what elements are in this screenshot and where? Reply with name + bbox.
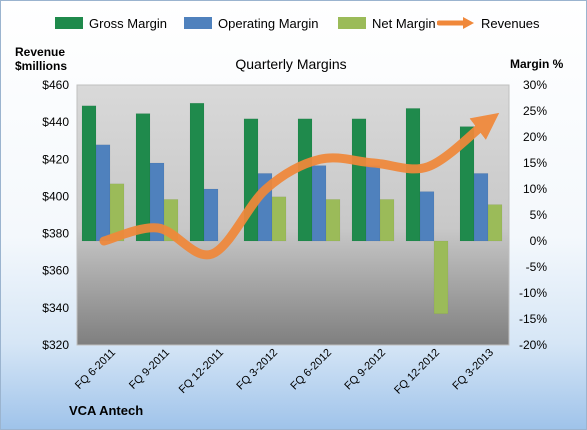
net-margin-bar (271, 196, 287, 242)
legend-gross-margin: Gross Margin (55, 15, 167, 31)
net-margin-bar (325, 199, 341, 242)
gross-margin-bar (135, 113, 151, 242)
right-axis-tick-label: 25% (523, 104, 547, 118)
left-axis-tick-label: $360 (42, 264, 69, 278)
gross-margin-bar (297, 118, 313, 242)
left-axis-tick-label: $380 (42, 227, 69, 241)
left-axis-tick-label: $440 (42, 115, 69, 129)
right-axis-label: Margin % (510, 57, 564, 71)
revenues-line (99, 112, 500, 260)
category-tick-label: FQ 9-2012 (342, 347, 388, 393)
left-axis-tick-label: $320 (42, 338, 69, 352)
category-tick-label: FQ 3-2012 (234, 347, 280, 393)
gross-margin-bar (243, 118, 259, 242)
net-margin-bar (487, 204, 503, 242)
left-axis-tick-label: $420 (42, 152, 69, 166)
right-axis-tick-label: -15% (519, 312, 547, 326)
right-axis-tick-label: 15% (523, 156, 547, 170)
gross-margin-bar (189, 102, 205, 242)
legend-swatch-net-margin (338, 17, 366, 29)
legend-swatch-gross-margin (55, 17, 83, 29)
gross-margin-bar (405, 108, 421, 242)
left-axis-label-line2: $millions (15, 59, 68, 73)
category-tick-label: FQ 6-2012 (288, 347, 334, 393)
operating-margin-bar (203, 188, 219, 242)
category-tick-label: FQ 3-2013 (450, 347, 496, 393)
right-axis-tick-label: -10% (519, 286, 547, 300)
category-tick-label: FQ 6-2011 (73, 347, 118, 392)
legend-operating-margin: Operating Margin (184, 15, 318, 31)
category-tick-label: FQ 9-2011 (127, 347, 172, 392)
operating-margin-bar (419, 191, 435, 242)
left-axis-tick-label: $400 (42, 189, 69, 203)
legend-label-operating-margin: Operating Margin (218, 15, 319, 31)
category-tick-label: FQ 12-2012 (392, 347, 442, 397)
gross-margin-bar (351, 118, 367, 242)
operating-margin-bar (473, 173, 489, 242)
left-axis-label: Revenue $millions (15, 45, 67, 73)
right-axis-tick-label: 30% (523, 78, 547, 92)
operating-margin-bar (95, 144, 111, 242)
right-axis-tick-label: 20% (523, 130, 547, 144)
right-axis-tick-label: 5% (530, 208, 548, 222)
left-axis-tick-label: $460 (42, 78, 69, 92)
legend-arrow-icon (437, 17, 474, 29)
footer-company-name: VCA Antech (69, 403, 144, 418)
operating-margin-bar (365, 165, 381, 242)
right-axis-tick-label: -20% (519, 338, 547, 352)
legend-net-margin: Net Margin (338, 15, 436, 31)
operating-margin-bar (311, 165, 327, 242)
legend-label-net-margin: Net Margin (372, 15, 436, 31)
left-axis-label-line1: Revenue (15, 45, 66, 59)
legend-revenues: Revenues (437, 15, 540, 31)
chart-title: Quarterly Margins (235, 56, 347, 72)
gross-margin-bar (81, 105, 97, 242)
right-axis-tick-label: 10% (523, 182, 547, 196)
legend-label-gross-margin: Gross Margin (89, 15, 168, 31)
net-margin-bar (433, 240, 449, 315)
net-margin-bar (379, 199, 395, 242)
legend-label-revenues: Revenues (481, 15, 540, 31)
legend-swatch-operating-margin (184, 17, 212, 29)
right-axis-tick-label: 0% (530, 234, 548, 248)
left-axis-tick-label: $340 (42, 301, 69, 315)
category-tick-label: FQ 12-2011 (177, 347, 226, 396)
right-axis-tick-label: -5% (526, 260, 548, 274)
